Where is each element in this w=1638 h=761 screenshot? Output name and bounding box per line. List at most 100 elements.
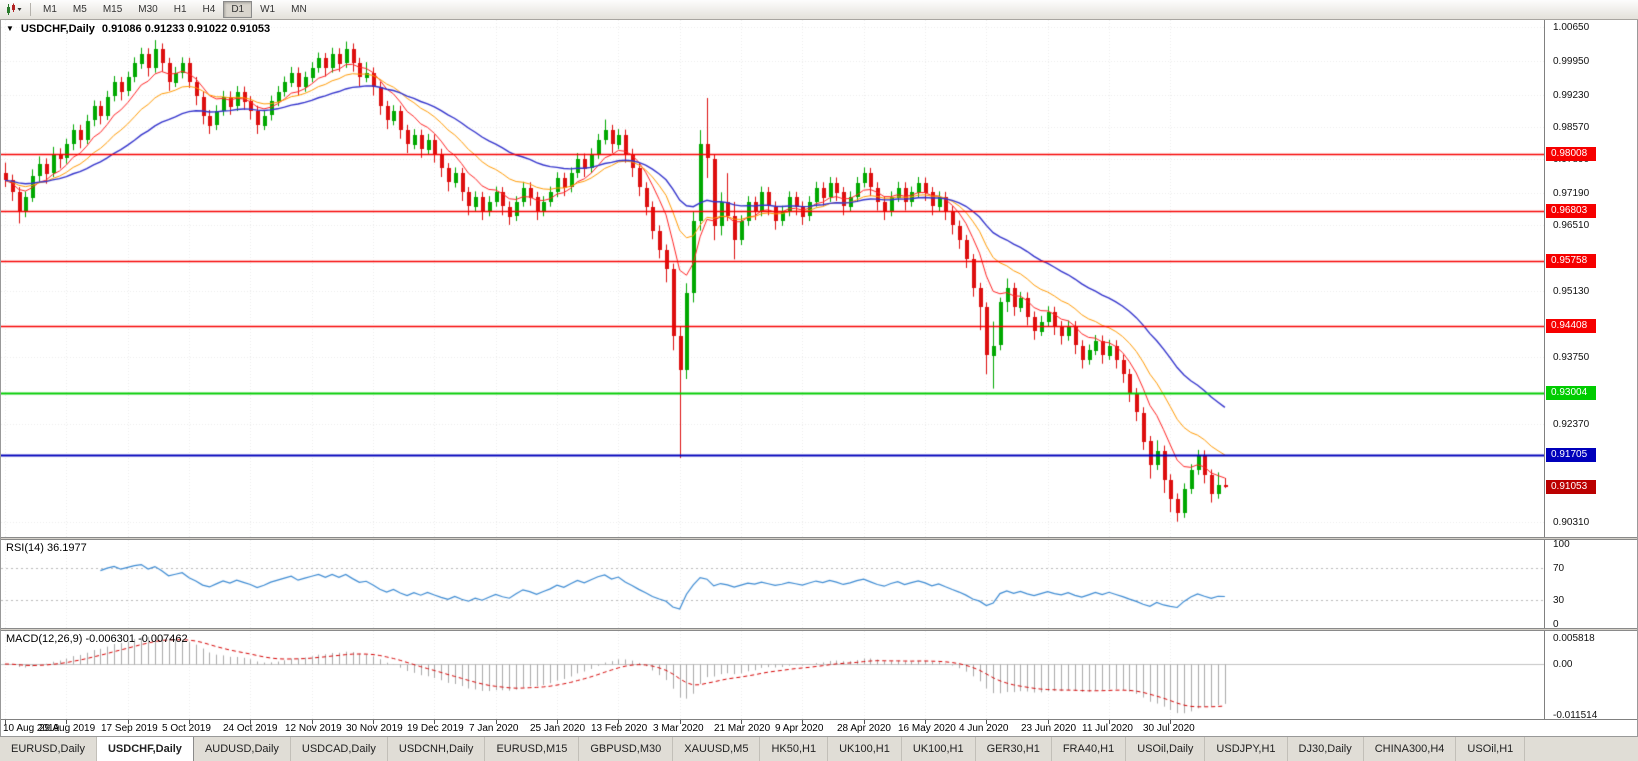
chart-tab-dj30-daily[interactable]: DJ30,Daily — [1287, 737, 1364, 761]
chart-tab-usdchf-daily[interactable]: USDCHF,Daily — [96, 737, 194, 761]
current-price-badge: 0.91053 — [1546, 479, 1596, 494]
symbol-period-label: USDCHF,Daily — [20, 23, 95, 35]
chart-tab-ger30-h1[interactable]: GER30,H1 — [975, 737, 1052, 761]
timeframe-button-d1[interactable]: D1 — [223, 1, 253, 18]
chart-tab-uk100-h1[interactable]: UK100,H1 — [901, 737, 976, 761]
date-tick — [66, 720, 67, 724]
timeframe-button-w1[interactable]: W1 — [260, 4, 276, 15]
chart-tab-usdcad-daily[interactable]: USDCAD,Daily — [290, 737, 388, 761]
date-tick — [1048, 720, 1049, 724]
date-tick — [802, 720, 803, 724]
rsi-label: RSI(14) 36.1977 — [6, 542, 87, 554]
date-axis-label: 16 May 2020 — [898, 723, 956, 734]
macd-label: MACD(12,26,9) -0.006301 -0.007462 — [6, 633, 188, 645]
chart-tab-uk100-h1[interactable]: UK100,H1 — [828, 737, 902, 761]
chart-menu-icon[interactable]: ▼ — [6, 24, 14, 33]
macd-canvas[interactable] — [1, 631, 1544, 719]
date-tick — [5, 720, 6, 724]
timeframe-button-m15[interactable]: M15 — [102, 4, 123, 15]
date-axis-label: 19 Dec 2019 — [407, 723, 464, 734]
date-tick — [434, 720, 435, 724]
price-level-badge: 0.94408 — [1546, 318, 1596, 333]
timeframe-button-m30[interactable]: M30 — [138, 4, 158, 15]
date-axis-label: 7 Jan 2020 — [469, 723, 519, 734]
price-axis-label: 0.92370 — [1553, 418, 1590, 430]
macd-axis-label: 0.00 — [1553, 659, 1573, 670]
chart-tab-fra40-h1[interactable]: FRA40,H1 — [1051, 737, 1127, 761]
date-axis: 10 Aug 2019 29 Aug 2019 17 Sep 2019 5 Oct 2… — [1, 719, 1637, 736]
chart-tab-usdjpy-h1[interactable]: USDJPY,H1 — [1205, 737, 1288, 761]
chart-type-icon[interactable] — [2, 1, 26, 19]
date-axis-label: 4 Jun 2020 — [959, 723, 1009, 734]
date-tick — [864, 720, 865, 724]
date-axis-label: 24 Oct 2019 — [223, 723, 278, 734]
timeframe-button-m5[interactable]: M5 — [72, 4, 87, 15]
date-axis-label: 30 Nov 2019 — [346, 723, 403, 734]
chart-window: 1.006500.999500.992300.985700.978900.971… — [0, 20, 1638, 736]
date-axis-label: 25 Jan 2020 — [530, 723, 586, 734]
price-axis: 1.006500.999500.992300.985700.978900.971… — [1544, 20, 1637, 537]
date-axis-label: 3 Mar 2020 — [653, 723, 704, 734]
date-axis-label: 30 Jul 2020 — [1143, 723, 1195, 734]
macd-axis-label: 0.005818 — [1553, 633, 1595, 645]
macd-axis: 0.005818 0.00 -0.011514 — [1544, 631, 1637, 719]
chart-tab-gbpusd-m30[interactable]: GBPUSD,M30 — [579, 737, 674, 761]
chart-title: ▼ USDCHF,Daily 0.91086 0.91233 0.91022 0… — [6, 23, 270, 35]
chart-tab-china300-h4[interactable]: CHINA300,H4 — [1363, 737, 1457, 761]
date-tick — [925, 720, 926, 724]
chart-tab-xauusd-m5[interactable]: XAUUSD,M5 — [673, 737, 761, 761]
rsi-axis: 100 70 30 0 — [1544, 540, 1637, 628]
price-axis-label: 0.97190 — [1553, 187, 1590, 199]
rsi-axis-label: 0 — [1553, 619, 1559, 628]
chart-tab-usdcnh-daily[interactable]: USDCNH,Daily — [387, 737, 486, 761]
price-chart-canvas[interactable] — [1, 20, 1544, 537]
price-axis-label: 0.93750 — [1553, 352, 1590, 364]
date-tick — [741, 720, 742, 724]
timeframe-button-h4[interactable]: H4 — [202, 4, 216, 15]
chart-tab-usoil-h1[interactable]: USOil,H1 — [1456, 737, 1526, 761]
date-axis-label: 10 Aug 2019 — [3, 723, 60, 734]
timeframe-button-mn[interactable]: MN — [291, 4, 307, 15]
date-tick — [128, 720, 129, 724]
pane-divider[interactable] — [1, 628, 1637, 631]
price-level-badge: 0.96803 — [1546, 204, 1596, 219]
chart-tabs-bar: EURUSD,Daily USDCHF,Daily AUDUSD,Daily USDC… — [0, 736, 1638, 761]
rsi-axis-label: 70 — [1553, 563, 1565, 574]
rsi-axis-label: 100 — [1553, 540, 1570, 550]
price-level-badge: 0.95758 — [1546, 254, 1596, 269]
timeframe-buttons: M1 M5 M15 M30 H1 H4 D1 W1 MN — [35, 1, 315, 18]
macd-pane: 0.005818 0.00 -0.011514 MACD(12,26,9) -0.0… — [1, 631, 1637, 719]
chart-tab-eurusd-daily[interactable]: EURUSD,Daily — [0, 737, 97, 761]
ohlc-quote: 0.91086 0.91233 0.91022 0.91053 — [101, 23, 271, 35]
candlestick-chart-icon — [7, 3, 22, 15]
chart-tab-hk50-h1[interactable]: HK50,H1 — [760, 737, 829, 761]
price-level-badge: 0.98008 — [1546, 146, 1596, 161]
price-axis-label: 0.99950 — [1553, 55, 1590, 67]
toolbar-separator — [30, 3, 31, 16]
timeframe-button-h1[interactable]: H1 — [173, 4, 187, 15]
date-axis-label: 13 Feb 2020 — [591, 723, 648, 734]
date-tick — [250, 720, 251, 724]
timeframe-button-m1[interactable]: M1 — [43, 4, 57, 15]
price-axis-label: 1.00650 — [1553, 22, 1590, 34]
rsi-canvas[interactable] — [1, 540, 1544, 628]
date-axis-label: 9 Apr 2020 — [775, 723, 824, 734]
date-tick — [373, 720, 374, 724]
pane-divider[interactable] — [1, 537, 1637, 540]
price-axis-label: 0.99230 — [1553, 90, 1590, 102]
date-tick — [557, 720, 558, 724]
price-axis-label: 0.98570 — [1553, 121, 1590, 133]
chart-tab-usoil-daily[interactable]: USOil,Daily — [1126, 737, 1206, 761]
price-chart-pane: 1.006500.999500.992300.985700.978900.971… — [1, 20, 1637, 537]
date-tick — [189, 720, 190, 724]
price-level-badge: 0.91705 — [1546, 448, 1596, 463]
chart-tab-eurusd-m15[interactable]: EURUSD,M15 — [485, 737, 580, 761]
date-axis-label: 23 Jun 2020 — [1021, 723, 1077, 734]
date-tick — [986, 720, 987, 724]
price-axis-label: 0.95130 — [1553, 286, 1590, 298]
timeframe-toolbar: M1 M5 M15 M30 H1 H4 D1 W1 MN — [0, 0, 1638, 20]
price-axis-label: 0.96510 — [1553, 220, 1590, 232]
rsi-pane: 100 70 30 0 RSI(14) 36.1977 — [1, 540, 1637, 628]
chart-tab-audusd-daily[interactable]: AUDUSD,Daily — [193, 737, 291, 761]
